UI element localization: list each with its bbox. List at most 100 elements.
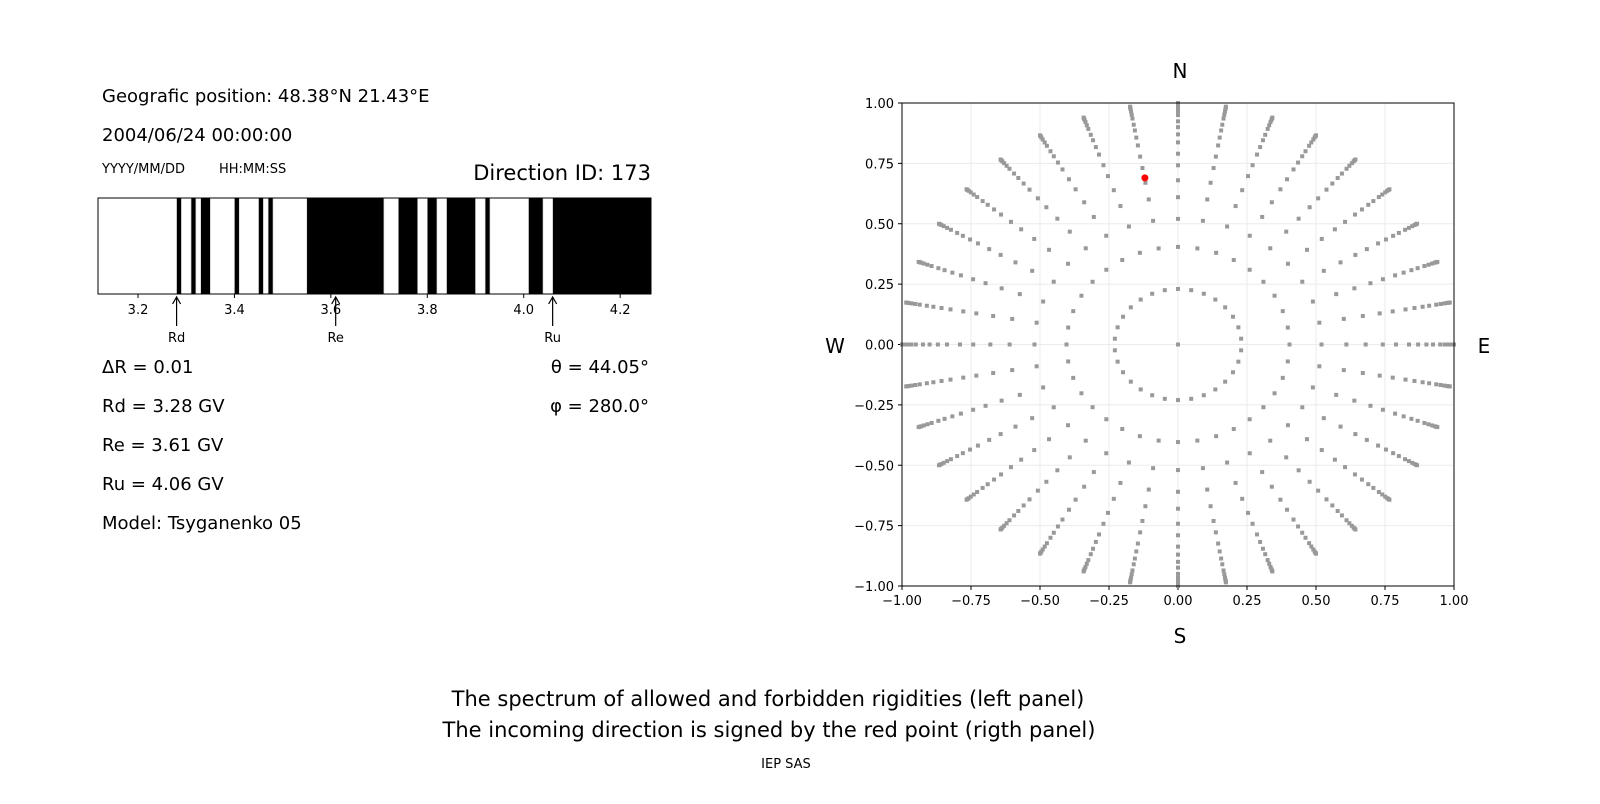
forbidden-band — [176, 197, 182, 295]
direction-point — [1287, 342, 1292, 347]
direction-point — [1427, 303, 1432, 308]
direction-point — [1047, 247, 1052, 252]
direction-point — [1334, 392, 1339, 397]
direction-point — [1007, 166, 1012, 171]
direction-point — [1129, 112, 1134, 117]
direction-point — [1335, 508, 1340, 513]
direction-point — [1176, 163, 1180, 168]
direction-point — [1129, 109, 1134, 114]
direction-point — [1311, 547, 1316, 552]
direction-point — [1383, 494, 1388, 499]
direction-point — [1300, 405, 1305, 410]
direction-point — [1223, 104, 1228, 109]
direction-point — [1211, 518, 1216, 523]
direction-point — [957, 342, 962, 347]
direction-point — [1034, 320, 1039, 325]
direction-point — [1111, 496, 1116, 501]
direction-point — [1176, 113, 1180, 118]
direction-point — [1338, 424, 1343, 429]
direction-point — [1258, 145, 1263, 150]
direction-point — [968, 237, 973, 242]
direction-point — [1048, 535, 1053, 540]
direction-point — [1307, 541, 1312, 546]
direction-point — [1225, 460, 1230, 465]
direction-point — [1324, 187, 1329, 192]
direction-point — [1118, 204, 1123, 209]
forbidden-band — [306, 197, 385, 295]
direction-point — [1083, 120, 1088, 125]
direction-point — [955, 454, 960, 459]
direction-point — [1055, 524, 1060, 529]
direction-point — [1176, 552, 1180, 557]
direction-point — [1040, 547, 1045, 552]
direction-point — [1247, 233, 1252, 238]
y-tick-label: −1.00 — [854, 580, 894, 595]
direction-point — [1176, 244, 1180, 249]
direction-point — [1291, 517, 1296, 522]
direction-point — [1255, 152, 1260, 157]
forbidden-band — [258, 197, 264, 295]
direction-point — [1390, 375, 1395, 380]
direction-point — [1051, 405, 1056, 410]
direction-point — [1442, 383, 1447, 388]
direction-point — [944, 342, 949, 347]
direction-point — [975, 195, 980, 200]
direction-point — [1016, 176, 1021, 181]
direction-point — [1176, 286, 1180, 291]
direction-point — [1363, 342, 1368, 347]
direction-point — [1364, 437, 1369, 442]
direction-point — [1330, 503, 1335, 508]
direction-point — [1035, 488, 1040, 493]
direction-point — [1067, 455, 1072, 460]
direction-point — [1424, 342, 1429, 347]
direction-point — [948, 227, 953, 232]
direction-point — [1284, 455, 1289, 460]
direction-point — [1189, 288, 1194, 293]
direction-point — [1129, 575, 1134, 580]
direction-point — [1272, 293, 1277, 298]
direction-point — [1353, 432, 1358, 437]
direction-point — [1316, 196, 1321, 201]
direction-point — [1309, 544, 1314, 549]
direction-point — [1176, 132, 1180, 137]
direction-point — [1128, 104, 1133, 109]
direction-point — [1121, 370, 1126, 375]
direction-point — [1366, 482, 1371, 487]
direction-point — [1442, 342, 1447, 347]
direction-point — [1176, 565, 1180, 570]
direction-point — [1268, 246, 1273, 251]
direction-point — [1359, 207, 1364, 212]
direction-point — [1010, 316, 1015, 321]
direction-point — [1088, 552, 1093, 557]
direction-point — [1300, 279, 1305, 284]
direction-point — [1296, 216, 1301, 221]
direction-point — [1300, 530, 1305, 535]
direction-point — [1112, 336, 1117, 341]
direction-point — [1427, 381, 1432, 386]
direction-point — [1231, 258, 1236, 263]
marker-label: Rd — [168, 331, 185, 346]
direction-point — [1247, 267, 1252, 272]
direction-point — [1101, 163, 1106, 168]
direction-point — [1353, 527, 1358, 532]
direction-point — [983, 403, 988, 408]
direction-point — [1137, 250, 1142, 255]
direction-point — [1220, 562, 1225, 567]
direction-point — [998, 157, 1003, 162]
x-tick-label: 3.8 — [417, 303, 438, 318]
direction-point — [1222, 572, 1227, 577]
forbidden-band — [190, 197, 197, 295]
direction-point — [1435, 425, 1440, 430]
direction-point — [1137, 434, 1142, 439]
scatter-frame — [901, 102, 1455, 587]
direction-point — [931, 304, 936, 309]
direction-point — [999, 286, 1004, 291]
direction-point — [1409, 268, 1414, 273]
direction-point — [1304, 247, 1309, 252]
direction-point — [1083, 438, 1088, 443]
direction-point — [929, 420, 934, 425]
direction-point — [1270, 569, 1275, 574]
direction-point — [1376, 443, 1381, 448]
direction-point — [1324, 497, 1329, 502]
direction-point — [1353, 157, 1358, 162]
